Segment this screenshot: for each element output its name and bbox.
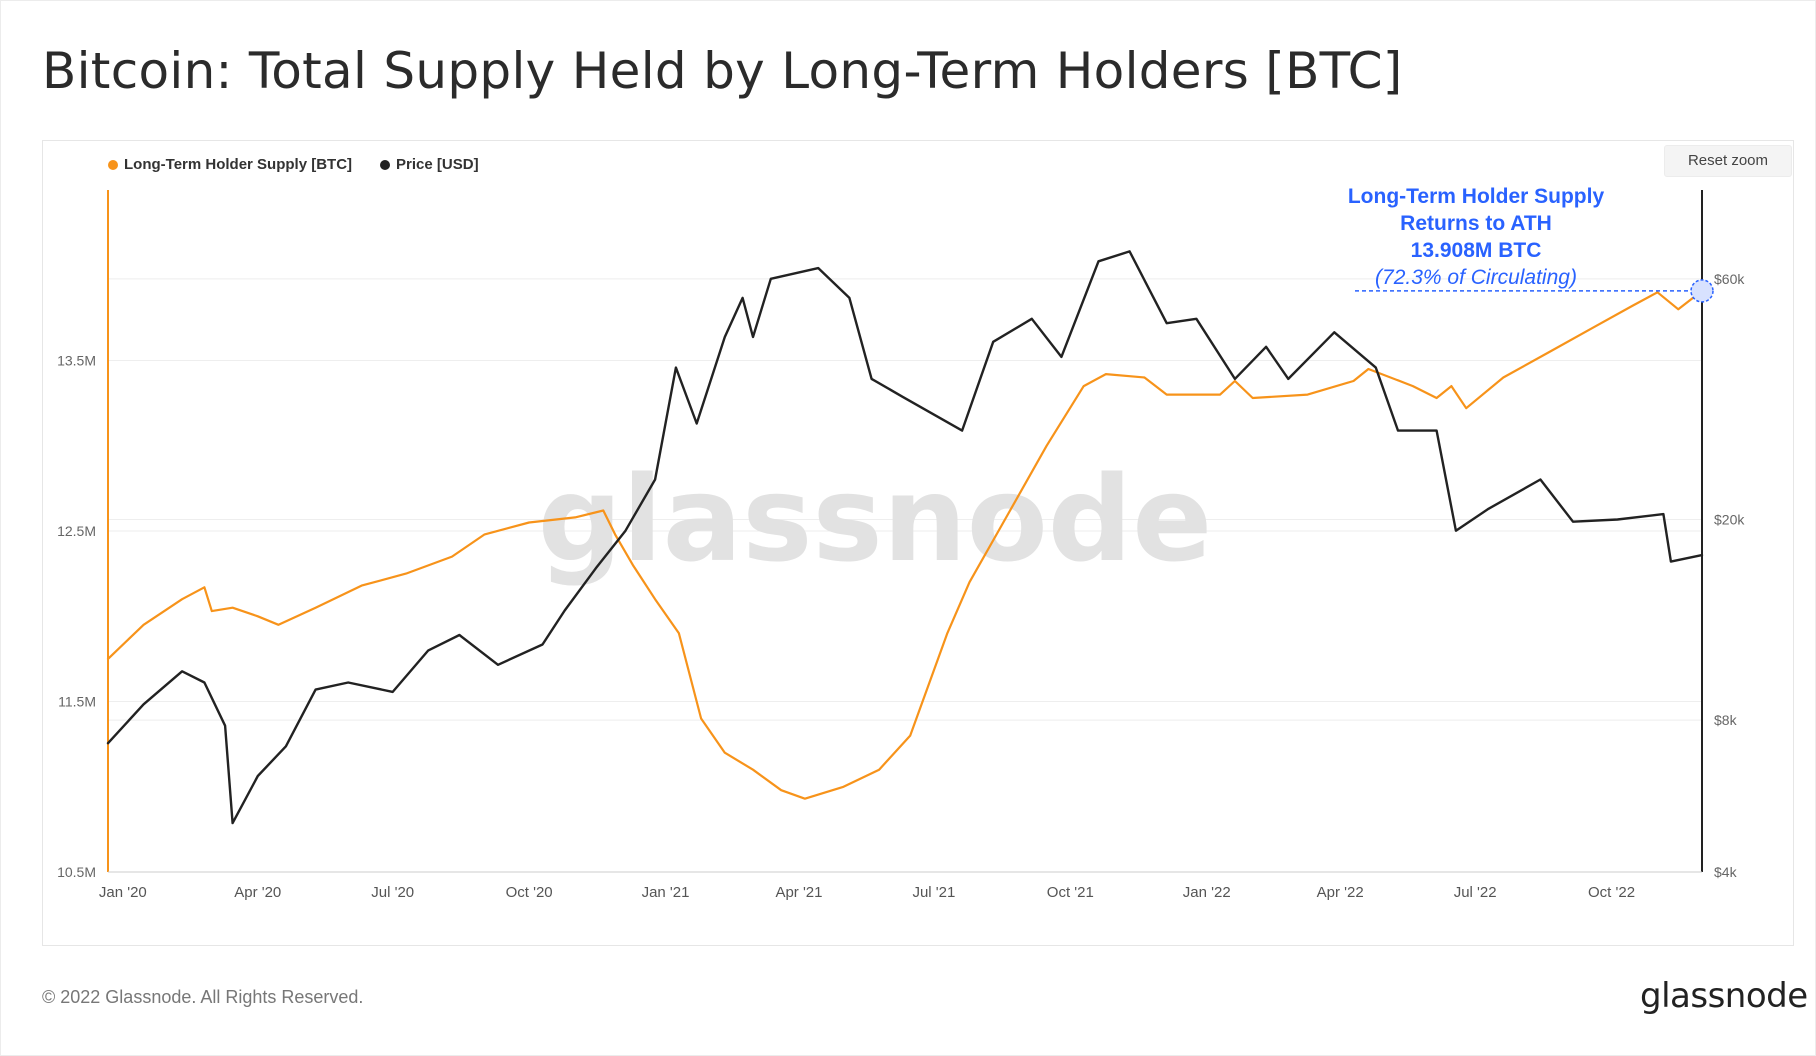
x-tick-8: Jan '22: [1183, 884, 1231, 901]
annotation-line-1: Returns to ATH: [1400, 212, 1552, 235]
x-tick-0: Jan '20: [99, 884, 147, 901]
x-tick-3: Oct '20: [506, 884, 553, 901]
x-tick-1: Apr '20: [234, 884, 281, 901]
x-tick-7: Oct '21: [1047, 884, 1094, 901]
x-tick-2: Jul '20: [371, 884, 414, 901]
annotation-line-2: 13.908M BTC: [1411, 239, 1542, 262]
legend-label-price: Price [USD]: [396, 156, 479, 173]
legend-label-lth: Long-Term Holder Supply [BTC]: [124, 156, 353, 173]
y-left-tick-0: 10.5M: [57, 864, 96, 880]
annotation-marker: [1690, 279, 1714, 303]
annotation-line-0: Long-Term Holder Supply: [1348, 185, 1605, 208]
page-title: Bitcoin: Total Supply Held by Long-Term …: [42, 42, 1403, 100]
chart-card: [42, 140, 1794, 946]
y-left-tick-3: 13.5M: [57, 353, 96, 369]
y-right-tick-2: $20k: [1714, 511, 1745, 527]
y-left-tick-2: 12.5M: [57, 523, 96, 539]
legend-dot-price: [380, 159, 391, 170]
legend-item-lth[interactable]: Long-Term Holder Supply [BTC]: [108, 156, 352, 173]
x-tick-4: Jan '21: [642, 884, 690, 901]
chart-legend: Long-Term Holder Supply [BTC] Price [USD…: [108, 156, 479, 173]
chart-watermark: glassnode: [538, 450, 1213, 588]
reset-zoom-button[interactable]: Reset zoom: [1664, 145, 1792, 177]
x-tick-9: Apr '22: [1317, 884, 1364, 901]
legend-dot-lth: [108, 159, 118, 170]
annotation-line-3: (72.3% of Circulating): [1375, 266, 1577, 289]
x-tick-10: Jul '22: [1454, 884, 1497, 901]
series-line-lth-supply: [106, 289, 1704, 800]
x-tick-5: Apr '21: [775, 884, 822, 901]
y-right-tick-1: $8k: [1714, 712, 1738, 728]
x-tick-6: Jul '21: [912, 884, 955, 901]
footer-copyright: © 2022 Glassnode. All Rights Reserved.: [42, 987, 364, 1007]
y-left-tick-1: 11.5M: [58, 694, 96, 710]
y-right-tick-3: $60k: [1714, 271, 1745, 287]
x-tick-11: Oct '22: [1588, 884, 1635, 901]
series-line-price: [106, 250, 1704, 825]
legend-item-price[interactable]: Price [USD]: [380, 156, 479, 173]
glassnode-logo: glassnode: [1640, 976, 1808, 1016]
y-right-tick-0: $4k: [1714, 864, 1738, 880]
